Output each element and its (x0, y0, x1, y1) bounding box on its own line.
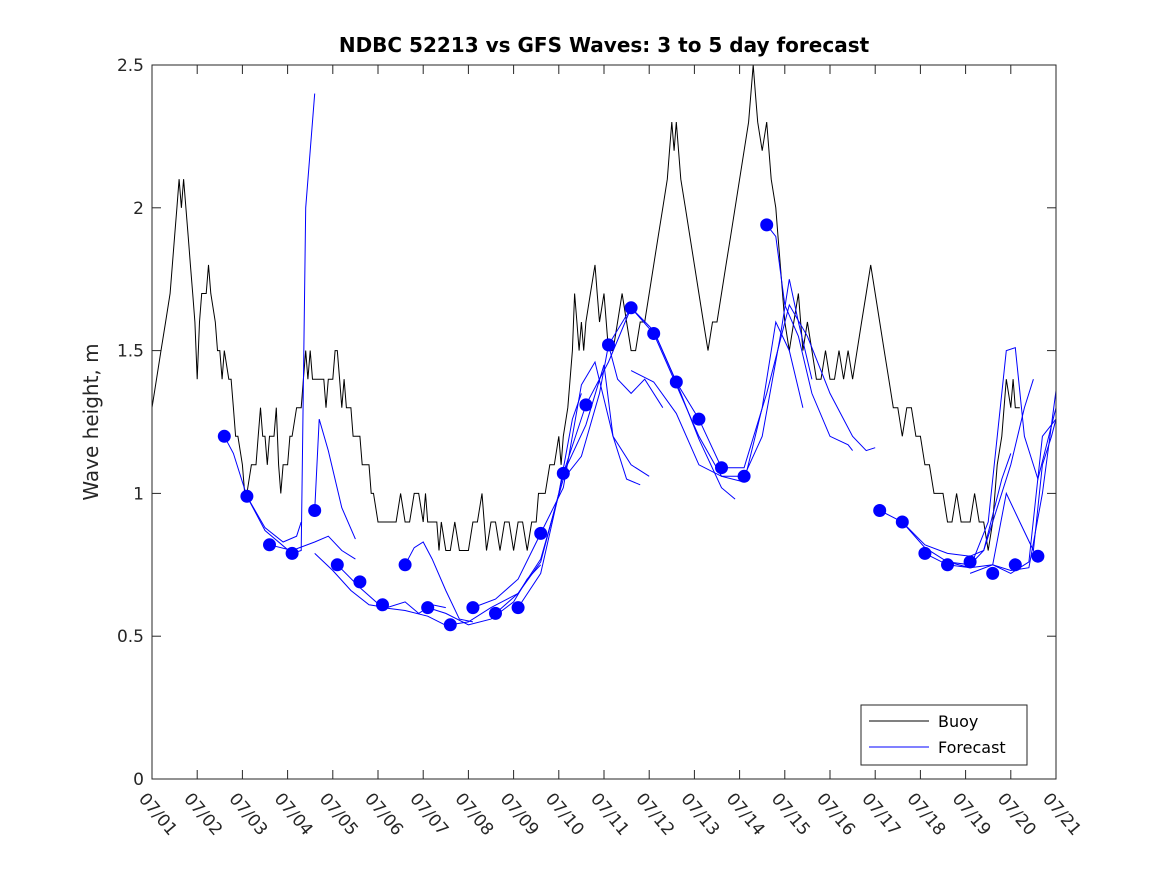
forecast-marker (240, 489, 254, 503)
y-tick-label: 1.5 (117, 342, 144, 362)
forecast-line (517, 364, 641, 608)
forecast-marker (986, 566, 1000, 580)
forecast-line (495, 344, 664, 614)
forecast-line (924, 347, 1057, 569)
forecast-marker (1031, 549, 1045, 563)
forecast-marker (669, 375, 683, 389)
forecast-marker (1008, 558, 1022, 572)
forecast-marker (556, 466, 570, 480)
forecast-line (992, 418, 1057, 574)
forecast-marker (692, 412, 706, 426)
forecast-marker (263, 538, 276, 552)
buoy-series (151, 64, 1020, 551)
plot-frame (151, 64, 1057, 780)
forecast-marker (285, 546, 299, 560)
forecast-marker (873, 504, 887, 517)
forecast-marker (963, 555, 977, 569)
plot-area (152, 65, 1056, 779)
y-tick-label: 2.5 (117, 56, 144, 76)
forecast-line (246, 93, 316, 554)
forecast-line (450, 393, 582, 626)
forecast-marker (511, 601, 525, 615)
forecast-markers (217, 218, 1045, 632)
forecast-marker (647, 327, 661, 340)
y-axis-ticks: 0 0.5 1 1.5 2 2.5 (117, 56, 1056, 790)
forecast-line (404, 541, 474, 623)
y-tick-label: 1 (133, 484, 144, 504)
y-tick-label: 0 (133, 770, 144, 790)
forecast-marker (443, 618, 457, 632)
forecast-marker (602, 338, 615, 352)
forecast-line (223, 436, 302, 543)
legend: Buoy Forecast (860, 704, 1028, 766)
forecast-marker (534, 526, 548, 540)
buoy-line (151, 64, 1020, 551)
forecast-marker (466, 601, 480, 615)
forecast-line (879, 379, 1034, 557)
forecast-marker (918, 546, 932, 560)
legend-label-buoy: Buoy (938, 712, 978, 731)
chart-title: NDBC 52213 vs GFS Waves: 3 to 5 day fore… (339, 33, 870, 57)
forecast-marker (895, 515, 909, 529)
forecast-marker (308, 504, 322, 517)
forecast-line (314, 418, 356, 540)
forecast-marker (217, 429, 231, 443)
legend-label-forecast: Forecast (938, 738, 1006, 757)
forecast-marker (489, 606, 502, 620)
forecast-marker (353, 575, 367, 589)
forecast-marker (737, 469, 751, 483)
forecast-marker (376, 598, 389, 612)
forecast-line (653, 303, 876, 469)
forecast-line (766, 224, 853, 451)
forecast-marker (398, 558, 412, 572)
forecast-marker (330, 558, 344, 572)
legend-box (860, 704, 1028, 766)
forecast-marker (624, 301, 638, 315)
y-axis-label: Wave height, m (79, 343, 103, 500)
forecast-line (472, 360, 650, 609)
y-tick-label: 0.5 (117, 627, 144, 647)
y-tick-label: 2 (133, 199, 144, 219)
forecast-marker (421, 601, 435, 615)
forecast-marker (941, 558, 954, 572)
forecast-marker (579, 398, 593, 412)
forecast-marker (760, 218, 774, 232)
forecast-marker (715, 461, 728, 475)
